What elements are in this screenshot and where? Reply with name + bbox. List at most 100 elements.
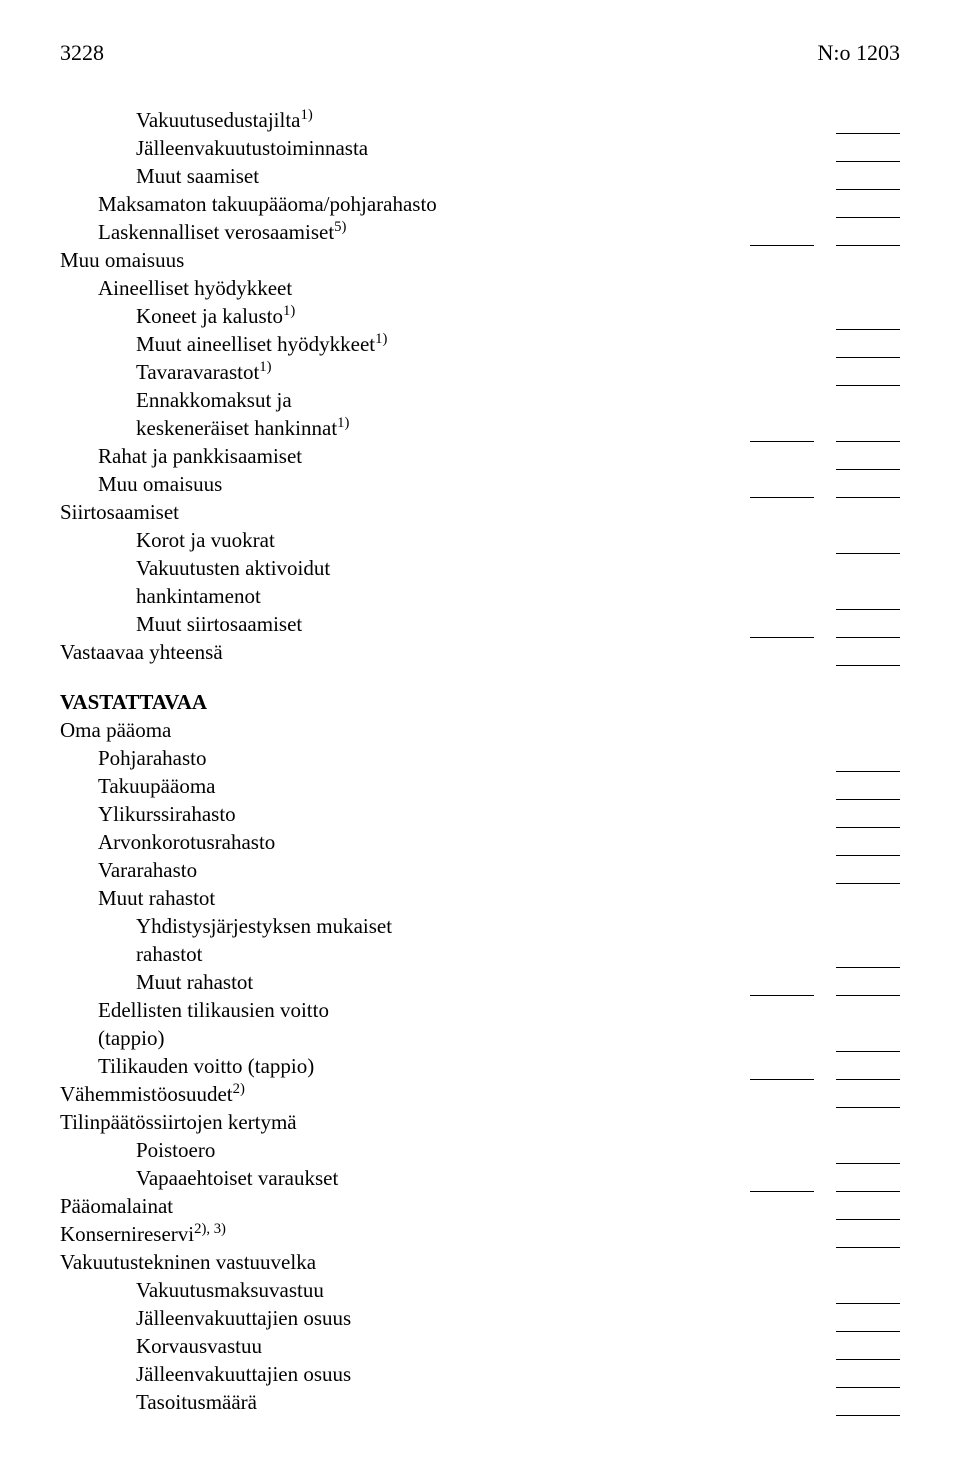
blank-field-col1 [836, 197, 900, 218]
balance-row: Laskennalliset verosaamiset5) [60, 218, 900, 246]
value-lines [836, 169, 900, 190]
value-lines [836, 835, 900, 856]
row-label: Muu omaisuus [60, 247, 184, 274]
blank-field-col1 [836, 779, 900, 800]
row-label: Tasoitusmäärä [60, 1389, 257, 1416]
balance-row: (tappio) [60, 1024, 900, 1052]
balance-row: Muut rahastot [60, 884, 900, 912]
value-lines [750, 225, 900, 246]
row-label: Tilikauden voitto (tappio) [60, 1053, 314, 1080]
row-label: Laskennalliset verosaamiset5) [60, 219, 346, 246]
blank-field-col1 [836, 337, 900, 358]
balance-row: Muut saamiset [60, 162, 900, 190]
balance-row: Muu omaisuus [60, 470, 900, 498]
row-label: Siirtosaamiset [60, 499, 179, 526]
value-lines [836, 807, 900, 828]
value-lines [836, 1143, 900, 1164]
blank-field-col1 [836, 1395, 900, 1416]
row-label: Vakuutusten aktivoidut [60, 555, 330, 582]
blank-field-col1 [750, 421, 814, 442]
balance-row: Maksamaton takuupääoma/pohjarahasto [60, 190, 900, 218]
blank-field-col1 [836, 533, 900, 554]
row-label: Aineelliset hyödykkeet [60, 275, 292, 302]
value-lines [836, 863, 900, 884]
balance-row: VASTATTAVAA [60, 688, 900, 716]
blank-field-col2 [836, 421, 900, 442]
row-label: Pääomalainat [60, 1193, 173, 1220]
balance-row: Ennakkomaksut ja [60, 386, 900, 414]
balance-row: Vakuutusedustajilta1) [60, 106, 900, 134]
blank-field-col1 [836, 1031, 900, 1052]
row-label: Vararahasto [60, 857, 197, 884]
blank-field-col2 [836, 225, 900, 246]
balance-row: Poistoero [60, 1136, 900, 1164]
balance-row: Jälleenvakuuttajien osuus [60, 1304, 900, 1332]
value-lines [836, 947, 900, 968]
value-lines [836, 1283, 900, 1304]
value-lines [750, 645, 900, 666]
blank-field-col2 [836, 1199, 900, 1220]
balance-row: Muu omaisuus [60, 246, 900, 274]
balance-row: Pääomalainat [60, 1192, 900, 1220]
row-label: Tilinpäätössiirtojen kertymä [60, 1109, 297, 1136]
footnote-ref: 1) [259, 359, 271, 375]
blank-field-col1 [836, 1283, 900, 1304]
balance-row: Muut aineelliset hyödykkeet1) [60, 330, 900, 358]
row-label: Vakuutusmaksuvastuu [60, 1277, 324, 1304]
document-page: 3228 N:o 1203 Vakuutusedustajilta1)Jälle… [0, 0, 960, 1456]
row-label: Muu omaisuus [60, 471, 222, 498]
balance-row: Pohjarahasto [60, 744, 900, 772]
balance-row: Rahat ja pankkisaamiset [60, 442, 900, 470]
blank-field-col2 [836, 617, 900, 638]
row-label: Oma pääoma [60, 717, 171, 744]
row-label: Muut rahastot [60, 969, 253, 996]
row-label: Yhdistysjärjestyksen mukaiset [60, 913, 392, 940]
footnote-ref: 5) [334, 219, 346, 235]
balance-row: Vakuutusmaksuvastuu [60, 1276, 900, 1304]
value-lines [750, 1087, 900, 1108]
value-lines [750, 975, 900, 996]
section-gap [60, 666, 900, 688]
blank-field-col1 [750, 1059, 814, 1080]
balance-row: Yhdistysjärjestyksen mukaiset [60, 912, 900, 940]
balance-row: Vakuutusten aktivoidut [60, 554, 900, 582]
balance-row: Arvonkorotusrahasto [60, 828, 900, 856]
balance-row: Siirtosaamiset [60, 498, 900, 526]
blank-field-col1 [836, 947, 900, 968]
blank-field-col1 [836, 365, 900, 386]
row-label: Vapaaehtoiset varaukset [60, 1165, 338, 1192]
blank-field-col1 [750, 1171, 814, 1192]
blank-field-col2 [836, 1087, 900, 1108]
row-label: Korot ja vuokrat [60, 527, 275, 554]
blank-field-col2 [836, 1171, 900, 1192]
row-label: VASTATTAVAA [60, 689, 207, 716]
footnote-ref: 1) [337, 415, 349, 431]
row-label: Korvausvastuu [60, 1333, 262, 1360]
blank-field-col2 [836, 975, 900, 996]
row-label: Vähemmistöosuudet2) [60, 1081, 245, 1108]
value-lines [836, 337, 900, 358]
row-label: Konsernireservi2), 3) [60, 1221, 226, 1248]
footnote-ref: 1) [375, 331, 387, 347]
value-lines [750, 1059, 900, 1080]
row-label: Jälleenvakuuttajien osuus [60, 1361, 351, 1388]
footnote-ref: 2) [233, 1081, 245, 1097]
balance-row: Vapaaehtoiset varaukset [60, 1164, 900, 1192]
row-label: Vakuutustekninen vastuuvelka [60, 1249, 316, 1276]
balance-row: Muut siirtosaamiset [60, 610, 900, 638]
row-label: rahastot [60, 941, 202, 968]
row-label: hankintamenot [60, 583, 261, 610]
balance-row: rahastot [60, 940, 900, 968]
balance-row: Oma pääoma [60, 716, 900, 744]
blank-field-col1 [836, 1311, 900, 1332]
blank-field-col2 [836, 645, 900, 666]
row-label: Tavaravarastot1) [60, 359, 272, 386]
value-lines [836, 365, 900, 386]
balance-row: Vastaavaa yhteensä [60, 638, 900, 666]
value-lines [750, 617, 900, 638]
balance-row: Muut rahastot [60, 968, 900, 996]
balance-row: Aineelliset hyödykkeet [60, 274, 900, 302]
value-lines [750, 421, 900, 442]
footnote-ref: 1) [283, 303, 295, 319]
value-lines [750, 1171, 900, 1192]
